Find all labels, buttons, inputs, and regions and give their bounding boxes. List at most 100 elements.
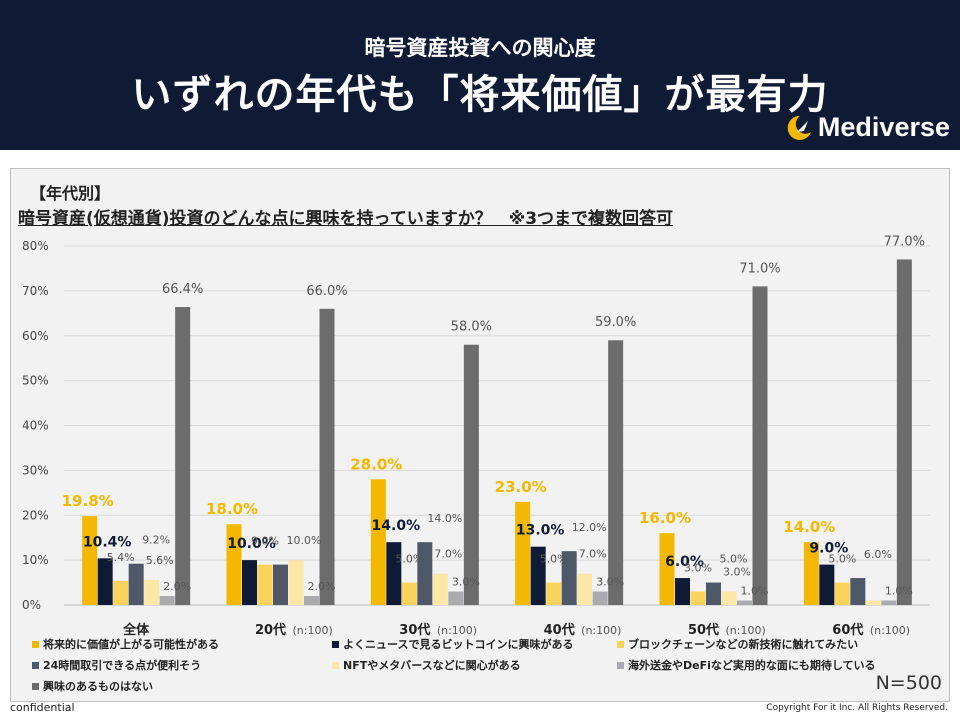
data-label: 3.0%: [684, 562, 712, 575]
bar-2: [97, 558, 113, 605]
bar-2: [242, 560, 257, 605]
data-label: 3.0%: [596, 576, 624, 589]
bar-3: [546, 582, 562, 605]
data-label: 5.6%: [146, 554, 174, 567]
data-label: 3.0%: [452, 576, 480, 589]
legend-label: 24時間取引できる点が便利そう: [43, 659, 202, 672]
data-label: 10.0%: [287, 534, 322, 547]
bar-4: [417, 542, 433, 605]
section-label: 【年代別】: [30, 184, 111, 203]
bar-4: [561, 551, 577, 605]
legend-label: 興味のあるものはない: [43, 680, 153, 693]
bar-2: [819, 564, 835, 605]
page-subtitle: 暗号資産投資への関心度: [364, 36, 596, 60]
category-label: 20代: [255, 622, 286, 638]
bar-5: [432, 573, 448, 605]
legend-item: 興味のあるものはない: [32, 678, 153, 694]
bar-1: [226, 524, 242, 605]
data-label: 2.0%: [163, 580, 191, 593]
legend-label: NFTやメタバースなどに関心がある: [343, 659, 521, 672]
data-label: 58.0%: [451, 320, 492, 335]
survey-question: 暗号資産(仮想通貨)投資のどんな点に興味を持っていますか？ ※3つまで複数回答可: [18, 209, 674, 229]
category-n-label: (n:100): [581, 624, 621, 637]
data-label: 28.0%: [350, 455, 402, 473]
legend-item: NFTやメタバースなどに関心がある: [332, 657, 521, 673]
legend-item: ブロックチェーンなどの新技術に触れてみたい: [617, 636, 858, 652]
legend-swatch: [32, 682, 39, 690]
bar-7: [463, 344, 479, 605]
category-label: 50代: [688, 622, 719, 638]
data-label: 66.0%: [306, 284, 347, 299]
legend-label: 海外送金やDeFiなど実用的な面にも期待している: [628, 659, 876, 672]
data-label: 23.0%: [495, 478, 547, 496]
bar-6: [159, 596, 175, 605]
bar-7: [896, 259, 912, 605]
data-label: 6.0%: [864, 548, 892, 561]
data-label: 77.0%: [884, 234, 925, 249]
bar-1: [82, 516, 98, 605]
bar-5: [288, 560, 304, 605]
chart-legend: 将来的に価値が上がる可能性がある よくニュースで見るビットコインに興味がある ブロッ…: [32, 636, 942, 698]
sample-size: N=500: [875, 672, 942, 694]
page-title: いずれの年代も「将来価値」が最有力: [131, 72, 829, 118]
bar-7: [319, 308, 335, 605]
bar-4: [273, 564, 288, 605]
category-label: 60代: [832, 622, 863, 638]
category-n-label: (n:100): [870, 624, 910, 637]
data-label: 13.0%: [516, 523, 565, 539]
legend-item: 将来的に価値が上がる可能性がある: [32, 636, 219, 652]
legend-label: よくニュースで見るビットコインに興味がある: [343, 638, 574, 651]
bar-7: [752, 286, 768, 605]
bar-6: [592, 591, 608, 605]
category-label: 全体: [122, 622, 150, 638]
bar-1: [659, 533, 675, 605]
data-label: 5.0%: [720, 553, 748, 566]
y-tick-label: 70%: [22, 284, 49, 298]
header-banner: 暗号資産投資への関心度 いずれの年代も「将来価値」が最有力 Mediverse: [0, 0, 960, 150]
data-label: 59.0%: [595, 315, 636, 330]
bar-5: [721, 591, 737, 605]
category-n-label: (n:100): [437, 624, 477, 637]
bar-3: [257, 564, 273, 605]
data-label: 2.0%: [308, 580, 336, 593]
legend-swatch: [32, 661, 39, 669]
bar-5: [865, 600, 881, 605]
legend-label: 将来的に価値が上がる可能性がある: [43, 638, 219, 651]
brand-logo: Mediverse: [784, 112, 950, 143]
bar-6: [881, 600, 897, 605]
data-label: 19.8%: [62, 492, 114, 510]
bar-1: [370, 479, 386, 605]
y-tick-label: 50%: [22, 374, 49, 388]
y-tick-label: 0%: [22, 598, 41, 612]
confidential-label: confidential: [10, 701, 75, 714]
data-label: 9.0%: [809, 541, 848, 557]
legend-swatch: [332, 661, 339, 669]
bar-3: [401, 582, 417, 605]
category-label: 30代: [399, 622, 430, 638]
data-label: 66.4%: [162, 282, 203, 297]
data-label: 5.4%: [107, 551, 135, 564]
bar-5: [144, 579, 160, 605]
data-label: 14.0%: [372, 518, 421, 534]
category-n-label: (n:100): [726, 624, 766, 637]
data-label: 5.0%: [828, 553, 856, 566]
bar-4: [706, 582, 721, 605]
bar-1: [803, 542, 819, 605]
bar-4: [850, 578, 866, 605]
brand-name: Mediverse: [817, 112, 950, 142]
bar-1: [515, 501, 531, 605]
data-label: 5.0%: [395, 553, 423, 566]
category-label: 40代: [544, 622, 575, 638]
bar-3: [690, 591, 706, 605]
data-label: 12.0%: [572, 521, 607, 534]
bar-4: [128, 563, 144, 605]
y-tick-label: 80%: [22, 239, 49, 253]
data-label: 10.0%: [227, 536, 276, 552]
legend-swatch: [32, 640, 39, 648]
data-label: 3.0%: [723, 566, 751, 579]
bar-3: [834, 582, 850, 605]
chart-panel: [10, 168, 950, 702]
bar-2: [675, 578, 690, 605]
data-label: 14.0%: [783, 518, 835, 536]
